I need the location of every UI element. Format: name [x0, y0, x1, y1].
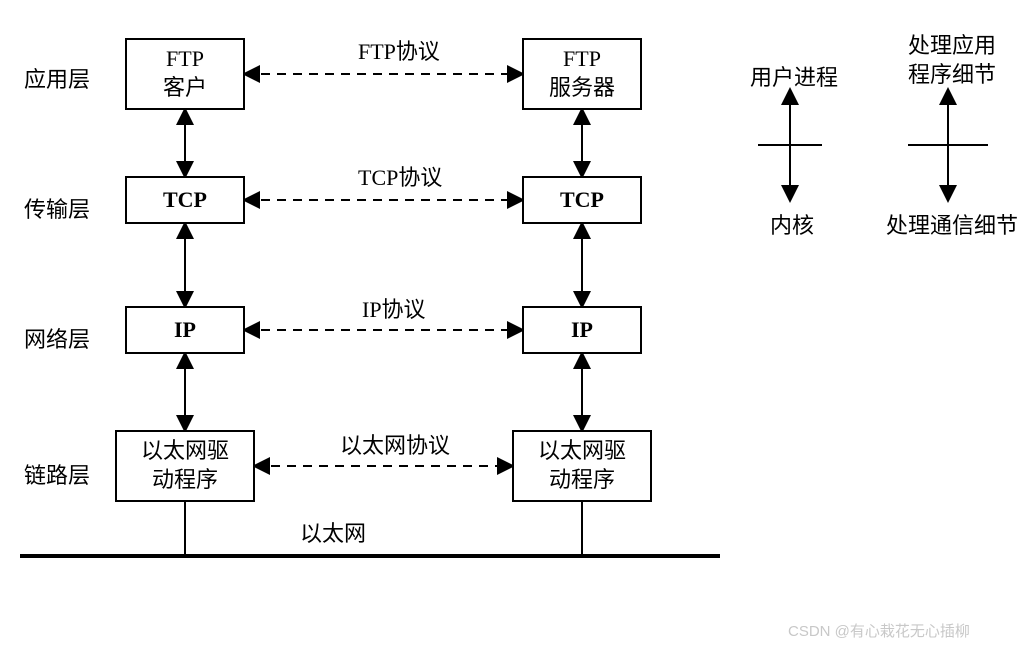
node-tcp-right: TCP [522, 176, 642, 224]
watermark: CSDN @有心栽花无心插柳 [788, 620, 970, 641]
node-ftp-client: FTP 客户 [125, 38, 245, 110]
node-tcp-left-l1: TCP [163, 186, 207, 215]
node-tcp-left: TCP [125, 176, 245, 224]
node-eth-right-l1: 以太网驱 [538, 437, 626, 466]
legend-comm-detail: 处理通信细节 [886, 208, 1018, 240]
diagram-canvas: 应用层 传输层 网络层 链路层 FTP 客户 FTP 服务器 TCP TCP I… [0, 0, 1032, 656]
node-ip-left: IP [125, 306, 245, 354]
proto-label-tcp: TCP协议 [358, 160, 442, 192]
node-eth-left-l1: 以太网驱 [141, 437, 229, 466]
layer-label-net: 网络层 [24, 322, 90, 354]
node-ftp-client-l1: FTP [166, 45, 204, 74]
node-ftp-client-l2: 客户 [163, 74, 207, 103]
node-eth-right-l2: 动程序 [549, 466, 615, 495]
layer-label-app: 应用层 [24, 62, 90, 94]
node-eth-left-l2: 动程序 [152, 466, 218, 495]
node-ip-right: IP [522, 306, 642, 354]
node-tcp-right-l1: TCP [560, 186, 604, 215]
node-ftp-server: FTP 服务器 [522, 38, 642, 110]
legend-kernel: 内核 [770, 208, 814, 240]
layer-label-link: 链路层 [24, 458, 90, 490]
legend-app-detail: 处理应用 程序细节 [908, 32, 996, 89]
legend-app-detail-l2: 程序细节 [908, 62, 996, 87]
node-ip-left-l1: IP [174, 316, 196, 345]
legend-app-detail-l1: 处理应用 [908, 33, 996, 58]
layer-label-trans: 传输层 [24, 192, 90, 224]
node-ftp-server-l2: 服务器 [549, 74, 615, 103]
legend-user-process: 用户进程 [750, 60, 838, 92]
ethernet-line-label: 以太网 [300, 516, 366, 548]
proto-label-eth: 以太网协议 [340, 428, 450, 460]
node-eth-left: 以太网驱 动程序 [115, 430, 255, 502]
proto-label-ip: IP协议 [362, 292, 426, 324]
node-ip-right-l1: IP [571, 316, 593, 345]
node-ftp-server-l1: FTP [563, 45, 601, 74]
proto-label-ftp: FTP协议 [358, 34, 440, 66]
node-eth-right: 以太网驱 动程序 [512, 430, 652, 502]
